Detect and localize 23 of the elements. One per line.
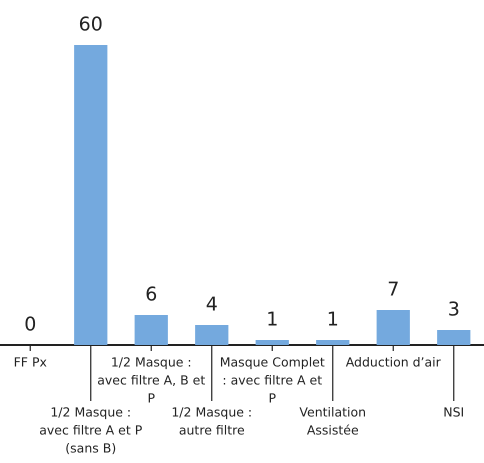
data-label: 3 (448, 298, 460, 320)
data-label: 60 (78, 13, 103, 36)
x-tick-label: 1/2 Masque : avec filtre A et P (sans B) (39, 404, 143, 456)
bar (256, 340, 289, 345)
bar (316, 340, 350, 345)
data-label: 7 (387, 278, 400, 300)
x-tick-label: NSI (443, 404, 464, 420)
data-label: 1 (326, 308, 339, 330)
x-tick-label: Ventilation Assistée (299, 404, 366, 438)
bar (376, 310, 410, 345)
bar (134, 315, 168, 345)
bar (437, 330, 470, 345)
bar (74, 45, 108, 345)
bar (195, 325, 228, 345)
x-tick-label: Adduction d’air (346, 354, 442, 370)
x-tick-label: 1/2 Masque : autre filtre (171, 404, 252, 438)
x-tick-label: FF Px (14, 354, 47, 370)
x-tick-label: Masque Complet : avec filtre A et P (220, 354, 325, 406)
data-label: 6 (145, 283, 158, 306)
data-label: 0 (24, 313, 36, 336)
x-tick-label: 1/2 Masque : avec filtre A, B et P (97, 354, 206, 406)
data-label: 4 (206, 293, 218, 316)
data-label: 1 (266, 308, 278, 330)
